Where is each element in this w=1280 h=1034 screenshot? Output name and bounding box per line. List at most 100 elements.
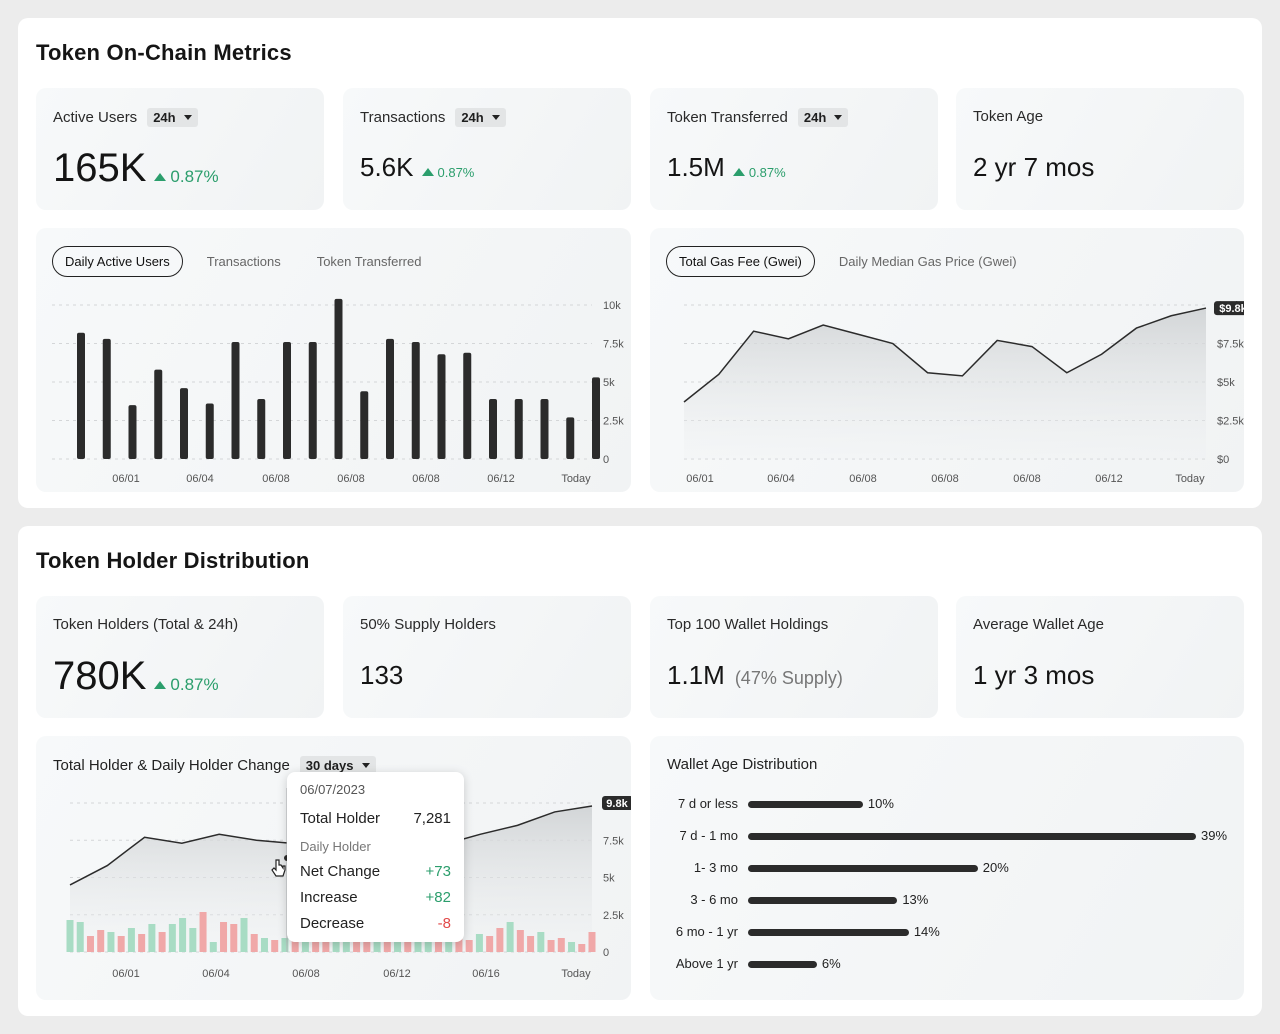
kpi-label: Top 100 Wallet Holdings [667, 616, 829, 633]
bar [283, 341, 291, 459]
y-tick-label: 2.5k [603, 910, 624, 922]
tab-transactions[interactable]: Transactions [206, 254, 281, 269]
category-label: 7 d - 1 mo [679, 828, 738, 843]
bar [386, 338, 394, 459]
range-dropdown[interactable]: 30 days [299, 756, 376, 775]
wallet-age-row: 1- 3 mo 20% [650, 858, 1250, 878]
kpi-card-transactions: Transactions 24h 5.6K 0.87% [343, 88, 631, 210]
series-line [683, 307, 1207, 403]
tab-median-gas-price[interactable]: Daily Median Gas Price (Gwei) [838, 254, 1017, 269]
decrease-bar [291, 932, 299, 952]
value-label: 6% [821, 956, 841, 971]
onchain-metrics-section: Token On-Chain Metrics Active Users 24h … [18, 18, 1262, 508]
last-value-label: 9.8k [606, 798, 628, 810]
kpi-card-token-holders: Token Holders (Total & 24h) 780K 0.87% [36, 596, 324, 718]
tab-token-transferred[interactable]: Token Transferred [316, 254, 422, 269]
value-label: 20% [982, 860, 1009, 875]
holder-distribution-section: Token Holder Distribution Token Holders … [18, 526, 1262, 1016]
delta-badge: 0.87% [154, 675, 219, 695]
caret-down-icon [491, 115, 500, 120]
tab-total-gas-fee[interactable]: Total Gas Fee (Gwei) [666, 246, 815, 277]
x-tick-label: 06/01 [112, 968, 140, 980]
x-tick-label: Today [561, 968, 591, 980]
wallet-age-row: 6 mo - 1 yr 14% [650, 922, 1250, 942]
up-arrow-icon [732, 168, 745, 176]
y-tick-label: 2.5k [603, 416, 624, 428]
increase-bar [260, 938, 268, 952]
increase-bar [168, 924, 176, 952]
bar [748, 929, 909, 936]
x-tick-label: 06/08 [262, 473, 290, 485]
x-tick-label: 06/04 [202, 968, 230, 980]
bar [566, 417, 575, 459]
decrease-bar [465, 940, 473, 952]
increase-bar [424, 938, 432, 952]
decrease-bar [557, 938, 565, 952]
bar [411, 341, 420, 459]
caret-down-icon [834, 115, 843, 120]
kpi-label: Token Transferred 24h [667, 108, 849, 127]
kpi-value: 133 [360, 660, 404, 690]
increase-bar [240, 918, 248, 952]
wallet-age-row: 3 - 6 mo 13% [650, 890, 1250, 910]
increase-bar [148, 924, 156, 952]
x-tick-label: Today [561, 473, 591, 485]
bar [592, 377, 600, 459]
x-tick-label: 06/08 [849, 473, 877, 485]
decrease-bar [516, 930, 524, 952]
chart-title: Total Holder & Daily Holder Change 30 da… [53, 756, 376, 775]
increase-bar [537, 932, 545, 952]
increase-bar [66, 920, 74, 952]
decrease-bar [527, 936, 535, 952]
kpi-label: Token Holders (Total & 24h) [53, 616, 239, 633]
range-dropdown[interactable]: 24h [147, 108, 198, 127]
range-dropdown[interactable]: 24h [455, 108, 506, 127]
y-tick-label: $5k [1217, 377, 1235, 389]
wallet-age-row: 7 d - 1 mo 39% [650, 826, 1250, 846]
tooltip-date: 06/07/2023 [300, 782, 366, 797]
tooltip-section-label: Daily Holder [300, 839, 371, 854]
section-title: Token Holder Distribution [36, 548, 310, 573]
range-dropdown[interactable]: 24h [797, 108, 849, 127]
bar [748, 897, 898, 904]
x-tick-label: 06/12 [487, 473, 515, 485]
decrease-bar [86, 936, 94, 952]
gas-chart-card: Total Gas Fee (Gwei) Daily Median Gas Pr… [650, 228, 1244, 492]
area-fill [684, 308, 1206, 459]
value-label: 13% [902, 892, 929, 907]
y-tick-label: $0 [1217, 454, 1229, 466]
last-value-badge [1214, 301, 1244, 316]
wallet-age-card: Wallet Age Distribution 7 d or less 10% 7 … [650, 736, 1244, 1000]
y-tick-label: 7.5k [603, 835, 624, 847]
up-arrow-icon [421, 168, 434, 176]
bar [540, 398, 549, 459]
decrease-bar [578, 944, 586, 952]
bar [231, 341, 240, 459]
kpi-value: 165K 0.87% [53, 146, 219, 190]
bar [128, 405, 137, 459]
x-tick-label: 06/08 [292, 968, 320, 980]
decrease-bar [199, 912, 207, 952]
increase-bar [568, 942, 576, 952]
tooltip-increase-row: Increase +82 [300, 889, 451, 906]
bar [489, 398, 497, 459]
gas-fee-chart: $10k$7.5k$5k$2.5k$006/0106/0406/0806/080… [683, 300, 1244, 485]
y-tick-label: 0 [603, 947, 609, 959]
y-tick-label: $2.5k [1217, 416, 1244, 428]
decrease-bar [230, 924, 238, 952]
bar [154, 369, 163, 459]
bar [748, 833, 1196, 840]
tab-daily-active-users[interactable]: Daily Active Users [52, 246, 183, 277]
decrease-bar [250, 934, 258, 952]
kpi-card-top-100-wallets: Top 100 Wallet Holdings 1.1M (47% Supply) [650, 596, 938, 718]
increase-bar [179, 918, 187, 952]
x-tick-label: 06/04 [186, 473, 214, 485]
decrease-bar [588, 932, 596, 952]
increase-bar [445, 934, 453, 952]
kpi-value: 1.1M (47% Supply) [667, 660, 843, 690]
kpi-value: 780K 0.87% [53, 654, 219, 698]
wallet-age-row: Above 1 yr 6% [650, 954, 1250, 974]
x-tick-label: 06/12 [1095, 473, 1123, 485]
kpi-value: 2 yr 7 mos [973, 152, 1095, 182]
decrease-bar [486, 936, 494, 952]
